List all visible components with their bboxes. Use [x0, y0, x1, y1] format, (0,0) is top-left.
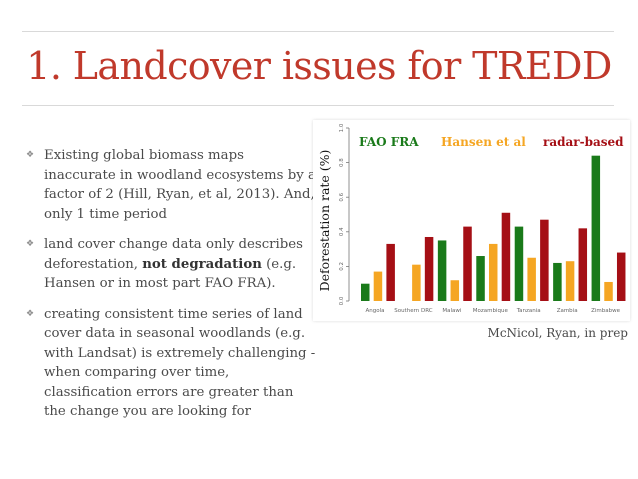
bar-hansen-et-al — [488, 243, 498, 301]
bullet-list: ❖ Existing global biomass maps inaccurate… — [24, 146, 316, 433]
bar-hansen-et-al — [450, 280, 460, 301]
bar-radar-based — [578, 228, 588, 301]
x-tick-label: Mozambique — [473, 308, 509, 314]
x-tick-label: Tanzania — [516, 308, 541, 314]
four-point-star-icon: ❖ — [26, 308, 35, 319]
legend-fao-fra: FAO FRA — [359, 135, 419, 149]
chart-canvas: 0.0 0.2 0.4 0.6 0.8 1.0 Deforestation rate (%)… — [317, 123, 626, 314]
bar-fao-fra — [591, 155, 601, 301]
bullet-emphasis: not degradation — [142, 256, 262, 272]
y-tick-label: 1.0 — [339, 123, 345, 132]
bullet-item: ❖ land cover change data only describes d… — [24, 235, 316, 294]
bar-radar-based — [616, 252, 626, 301]
bar-hansen-et-al — [565, 261, 575, 301]
bar-hansen-et-al — [412, 264, 421, 301]
figure-credit: McNicol, Ryan, in prep — [487, 326, 628, 340]
bar-hansen-et-al — [604, 281, 613, 301]
bullet-item: ❖ creating consistent time series of land… — [24, 305, 316, 422]
bar-chart: 0.0 0.2 0.4 0.6 0.8 1.0 Deforestation rate (%)… — [313, 120, 630, 321]
x-tick-label: Zimbabwe — [591, 308, 621, 314]
bar-hansen-et-al — [527, 257, 536, 301]
y-tick-label: 0.0 — [339, 296, 345, 305]
bar-radar-based — [501, 212, 511, 301]
bar-fao-fra — [476, 256, 485, 301]
bar-fao-fra — [361, 283, 370, 301]
four-point-star-icon: ❖ — [26, 239, 35, 249]
slide-title: 1. Landcover issues for TREDD — [26, 44, 612, 88]
y-tick-label: 0.8 — [339, 158, 345, 167]
four-point-star-icon: ❖ — [26, 150, 35, 160]
bullet-item: ❖ Existing global biomass maps inaccurate… — [24, 146, 316, 224]
x-tick-label: Angola — [365, 308, 384, 314]
bar-radar-based — [540, 219, 549, 301]
y-axis-label: Deforestation rate (%) — [317, 150, 332, 292]
legend-radar-based: radar-based — [543, 135, 624, 149]
x-tick-label: Malawi — [442, 308, 462, 314]
bar-fao-fra — [553, 262, 562, 301]
bar-radar-based — [386, 243, 395, 301]
bullet-text: Existing global biomass maps inaccurate … — [44, 148, 316, 222]
bar-radar-based — [424, 236, 434, 301]
bar-hansen-et-al — [373, 271, 383, 301]
x-tick-label: Southern DRC — [394, 308, 433, 314]
bar-radar-based — [463, 226, 472, 301]
y-tick-label: 0.6 — [339, 192, 345, 201]
legend-hansen-et-al: Hansen et al — [441, 135, 526, 149]
title-divider — [22, 105, 614, 106]
y-tick-label: 0.4 — [339, 227, 345, 236]
bullet-text: (e.g. Hansen or in most part FAO FRA). — [44, 256, 297, 292]
x-tick-label: Zambia — [557, 308, 578, 314]
top-divider — [22, 31, 614, 32]
bullet-text: creating consistent time series of land … — [44, 306, 316, 420]
bullet-text: land cover change data only describes de… — [44, 237, 303, 272]
bar-fao-fra — [514, 226, 524, 301]
bar-fao-fra — [437, 240, 447, 301]
y-tick-label: 0.2 — [339, 262, 345, 271]
